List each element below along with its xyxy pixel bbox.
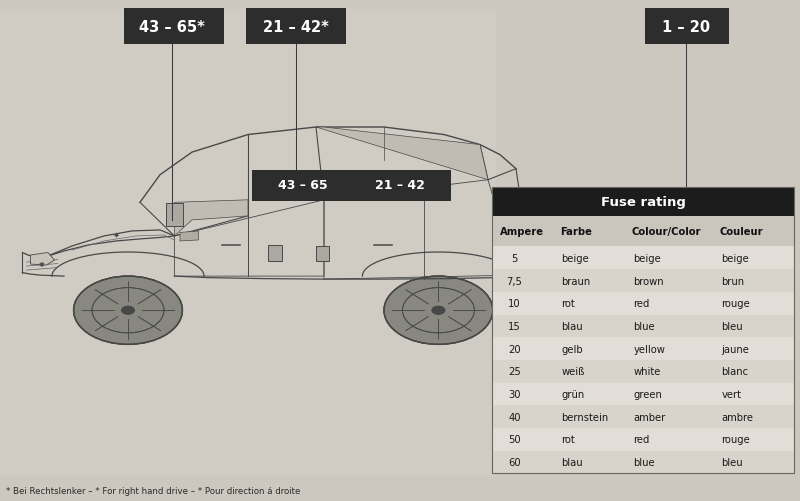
Text: brun: brun <box>722 276 745 286</box>
Text: jaune: jaune <box>722 344 750 354</box>
Bar <box>492 270 794 292</box>
Text: 15: 15 <box>508 321 521 331</box>
Circle shape <box>432 307 445 315</box>
Text: 30: 30 <box>508 389 521 399</box>
Polygon shape <box>316 128 488 180</box>
Text: ✦: ✦ <box>113 230 119 239</box>
Text: 20: 20 <box>508 344 521 354</box>
Text: green: green <box>634 389 662 399</box>
Polygon shape <box>30 253 54 266</box>
Text: blanc: blanc <box>722 367 749 377</box>
Text: 21 – 42*: 21 – 42* <box>263 20 329 35</box>
Circle shape <box>122 307 134 315</box>
Text: Farbe: Farbe <box>560 227 592 237</box>
Text: Fuse rating: Fuse rating <box>601 196 686 209</box>
Text: bernstein: bernstein <box>562 412 609 422</box>
Text: beige: beige <box>634 254 662 264</box>
Text: red: red <box>634 299 650 309</box>
Text: blue: blue <box>634 321 655 331</box>
Bar <box>576 226 590 256</box>
Text: red: red <box>634 434 650 444</box>
Bar <box>268 245 282 262</box>
Text: ambre: ambre <box>722 412 754 422</box>
Bar <box>350 171 451 202</box>
Text: bleu: bleu <box>722 457 743 467</box>
Circle shape <box>74 277 182 345</box>
Text: 7,5: 7,5 <box>506 276 522 286</box>
Text: amber: amber <box>634 412 666 422</box>
Bar <box>492 338 794 360</box>
Bar <box>316 246 329 262</box>
Text: 5: 5 <box>511 254 518 264</box>
Bar <box>492 292 794 315</box>
Bar <box>492 428 794 451</box>
Bar <box>492 405 794 428</box>
Text: vert: vert <box>722 389 742 399</box>
Bar <box>492 315 794 338</box>
Text: Ampere: Ampere <box>500 227 544 237</box>
Circle shape <box>432 307 445 315</box>
Bar <box>166 204 183 226</box>
Text: 25: 25 <box>508 367 521 377</box>
Bar <box>0 10 496 476</box>
Bar <box>492 451 794 473</box>
Text: * Bei Rechtslenker – * For right hand drive – * Pour direction á droite: * Bei Rechtslenker – * For right hand dr… <box>6 486 301 495</box>
Text: braun: braun <box>562 276 591 286</box>
Text: ✱: ✱ <box>38 261 45 267</box>
Text: 40: 40 <box>508 412 521 422</box>
Bar <box>492 360 794 383</box>
Text: 1 – 20: 1 – 20 <box>662 20 710 35</box>
Text: white: white <box>634 367 661 377</box>
Bar <box>252 171 354 202</box>
Text: beige: beige <box>562 254 590 264</box>
Text: rouge: rouge <box>722 299 750 309</box>
Circle shape <box>122 307 134 315</box>
Polygon shape <box>174 200 248 236</box>
Bar <box>492 188 794 473</box>
Text: yellow: yellow <box>634 344 666 354</box>
Bar <box>492 247 794 270</box>
Text: gelb: gelb <box>562 344 583 354</box>
Text: 10: 10 <box>508 299 521 309</box>
Text: blue: blue <box>634 457 655 467</box>
Bar <box>492 188 794 217</box>
Text: rot: rot <box>562 299 575 309</box>
Bar <box>246 9 346 45</box>
Text: 21 – 42: 21 – 42 <box>375 179 425 192</box>
Text: rouge: rouge <box>722 434 750 444</box>
Text: blau: blau <box>562 457 583 467</box>
Bar <box>492 188 794 473</box>
Text: bleu: bleu <box>722 321 743 331</box>
Text: Couleur: Couleur <box>720 227 764 237</box>
Text: weiß: weiß <box>562 367 585 377</box>
Polygon shape <box>180 231 198 241</box>
Polygon shape <box>512 223 526 245</box>
Bar <box>492 383 794 405</box>
Text: Colour/Color: Colour/Color <box>632 227 702 237</box>
Bar <box>124 9 224 45</box>
Bar <box>645 9 729 45</box>
Text: 43 – 65*: 43 – 65* <box>139 20 205 35</box>
Text: rot: rot <box>562 434 575 444</box>
Circle shape <box>384 277 493 345</box>
Text: 50: 50 <box>508 434 521 444</box>
Text: brown: brown <box>634 276 664 286</box>
Text: blau: blau <box>562 321 583 331</box>
Text: beige: beige <box>722 254 750 264</box>
Text: 60: 60 <box>508 457 521 467</box>
Text: 43 – 65: 43 – 65 <box>278 179 327 192</box>
Bar <box>492 217 794 247</box>
Text: grün: grün <box>562 389 585 399</box>
